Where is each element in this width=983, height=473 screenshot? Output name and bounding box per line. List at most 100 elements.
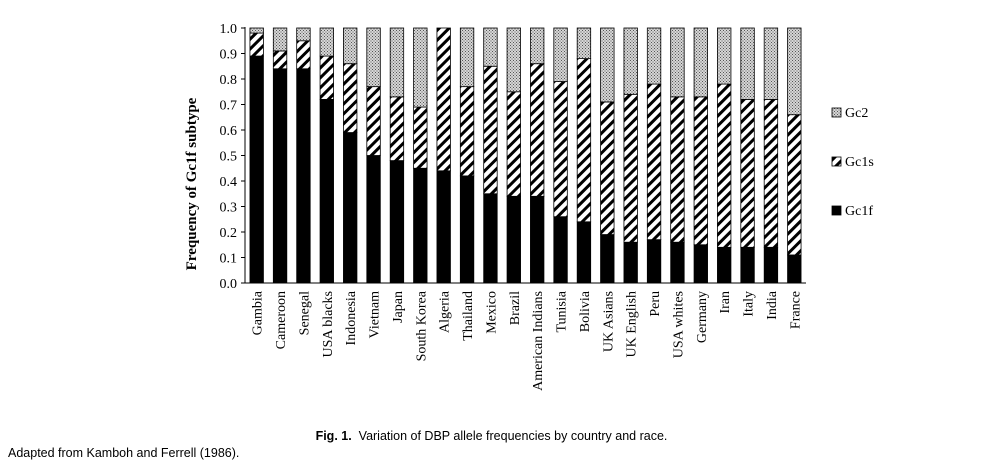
x-tick-label: Peru — [648, 291, 663, 317]
x-tick-label: Japan — [391, 291, 406, 323]
x-tick-label: Mexico — [484, 291, 499, 334]
y-tick-label: 0.5 — [220, 150, 238, 165]
x-tick-label: American Indians — [531, 291, 546, 391]
bar-gc1f-japan — [389, 160, 405, 284]
bar-gc2-vietnam — [366, 27, 381, 88]
legend-label-gc1f: Gc1f — [845, 204, 873, 219]
y-tick-label: 0.6 — [220, 124, 238, 139]
bar-gc2-usa-whites — [670, 27, 685, 98]
legend-swatch-gc1f — [831, 205, 842, 216]
x-tick-labels: Gambia Cameroon Senegal USA blacks Indonesia… — [251, 290, 804, 391]
bar-gc2-senegal — [296, 27, 311, 42]
legend-swatch-gc2 — [831, 107, 842, 118]
x-tick-label: Brazil — [508, 291, 523, 325]
bar-gc1f-gambia — [249, 55, 264, 284]
bar-gc2-cameroon — [272, 27, 288, 52]
bar-gc2-france — [787, 27, 802, 116]
legend-label-gc2: Gc2 — [845, 106, 868, 121]
bar-gc1s-tunisia — [553, 81, 568, 218]
bar-gc1f-france — [787, 254, 802, 284]
x-tick-label: France — [788, 291, 803, 329]
x-tick-label: Senegal — [297, 291, 312, 335]
legend-swatch-gc1s — [831, 156, 842, 167]
x-tick-label: USA blacks — [321, 291, 336, 358]
legend: Gc2 Gc1s Gc1f — [831, 106, 874, 219]
x-tick-label: Iran — [718, 291, 733, 314]
bar-gc1s-brazil — [506, 91, 521, 197]
bar-gc1f-uk-english — [623, 241, 638, 284]
x-tick-label: Algeria — [438, 290, 453, 333]
x-tick-label: USA whites — [671, 291, 686, 358]
bar-gc1s-gambia — [249, 32, 264, 57]
bar-gc1s-american-indians — [530, 63, 545, 197]
bar-gc1f-indonesia — [343, 132, 358, 284]
bar-gc1s-usa-blacks — [319, 55, 334, 100]
bar-gc1f-tunisia — [553, 216, 568, 284]
legend-label-gc1s: Gc1s — [845, 155, 874, 170]
y-tick-label: 0.7 — [220, 99, 238, 114]
bar-gc2-tunisia — [553, 27, 568, 82]
bar-gc1f-peru — [646, 239, 662, 284]
bar-gc2-gambia — [249, 27, 264, 34]
bar-gc1s-thailand — [459, 86, 475, 177]
source-note: Adapted from Kamboh and Ferrell (1986). — [8, 446, 240, 460]
bar-gc1f-india — [763, 246, 779, 284]
x-tick-label: India — [765, 290, 780, 320]
axes: 0.0 0.1 0.2 0.3 0.4 0.5 0.6 0.7 0.8 0.9 1.0 — [220, 22, 806, 292]
bar-gc2-india — [763, 27, 779, 100]
x-tick-label: Italy — [742, 291, 757, 317]
bar-gc1s-uk-english — [623, 93, 638, 243]
caption-label: Fig. 1. — [315, 429, 352, 443]
bar-gc2-american-indians — [530, 27, 545, 65]
bar-gc2-usa-blacks — [319, 27, 334, 57]
x-tick-label: UK English — [625, 291, 640, 358]
bar-gc1f-brazil — [506, 195, 521, 284]
y-tick-label: 0.9 — [220, 48, 238, 63]
y-tick-label: 0.1 — [220, 252, 238, 267]
bar-gc1s-france — [787, 114, 802, 256]
x-tick-label: Vietnam — [368, 291, 383, 338]
y-tick-label: 0.4 — [220, 175, 238, 190]
bar-gc1f-germany — [693, 244, 708, 284]
figure-caption: Fig. 1. Variation of DBP allele frequenc… — [0, 429, 983, 443]
y-axis-label: Frequency of Gc1f subtype — [184, 97, 200, 270]
bar-gc1s-cameroon — [272, 50, 288, 70]
bar-gc1f-mexico — [483, 193, 498, 284]
x-tick-label: Gambia — [251, 290, 266, 335]
bar-gc1f-south-korea — [413, 167, 428, 284]
bar-gc2-mexico — [483, 27, 498, 67]
bar-gc2-indonesia — [343, 27, 358, 65]
bar-gc1s-germany — [693, 96, 708, 246]
bar-gc2-japan — [389, 27, 405, 98]
bar-gc1f-usa-blacks — [319, 99, 334, 284]
bar-gc1f-senegal — [296, 68, 311, 284]
bar-gc1s-iran — [717, 83, 732, 248]
x-tick-label: Cameroon — [274, 291, 289, 349]
bar-gc1f-iran — [717, 246, 732, 284]
caption-text: Variation of DBP allele frequencies by c… — [358, 429, 668, 443]
bar-gc2-thailand — [459, 27, 475, 88]
y-tick-label: 0.0 — [220, 277, 238, 292]
x-tick-label: Thailand — [461, 291, 476, 341]
bar-gc1f-cameroon — [272, 68, 288, 284]
bar-gc1s-senegal — [296, 40, 311, 70]
bar-gc2-brazil — [506, 27, 521, 93]
y-tick-label: 0.8 — [220, 73, 238, 88]
y-tick-label: 0.3 — [220, 201, 238, 216]
bar-gc1f-thailand — [459, 175, 475, 284]
bar-gc1s-india — [763, 99, 779, 248]
x-tick-label: Germany — [695, 291, 710, 343]
bar-gc1f-vietnam — [366, 155, 381, 284]
bar-gc1f-bolivia — [576, 221, 592, 284]
bar-gc2-south-korea — [413, 27, 428, 108]
bar-gc1s-vietnam — [366, 86, 381, 156]
bar-gc2-bolivia — [576, 27, 592, 60]
y-tick-label: 0.2 — [220, 226, 238, 241]
bar-gc2-uk-english — [623, 27, 638, 95]
bar-gc1f-usa-whites — [670, 241, 685, 284]
bar-gc1f-uk-asians — [600, 234, 615, 284]
bar-gc1s-usa-whites — [670, 96, 685, 243]
bar-gc1f-american-indians — [530, 195, 545, 284]
bar-gc1s-uk-asians — [600, 101, 615, 235]
